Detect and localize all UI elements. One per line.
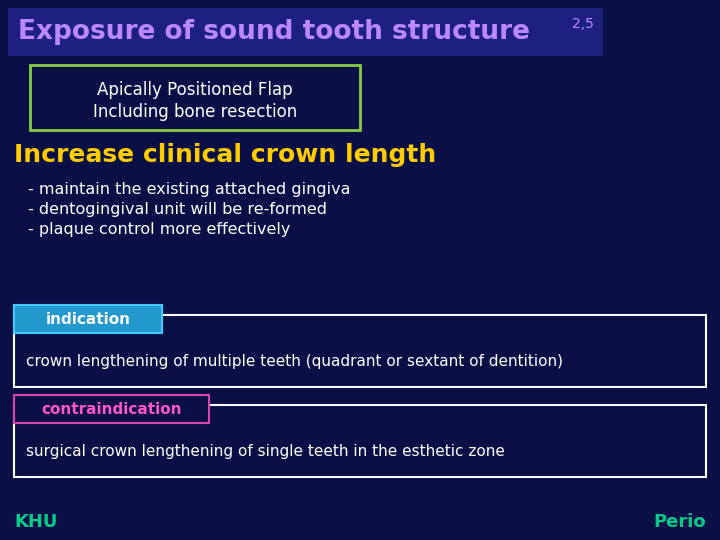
Text: Including bone resection: Including bone resection <box>93 103 297 121</box>
Text: - dentogingival unit will be re-formed: - dentogingival unit will be re-formed <box>28 202 327 217</box>
Text: crown lengthening of multiple teeth (quadrant or sextant of dentition): crown lengthening of multiple teeth (qua… <box>26 354 563 369</box>
Text: indication: indication <box>45 312 130 327</box>
Text: surgical crown lengthening of single teeth in the esthetic zone: surgical crown lengthening of single tee… <box>26 444 505 460</box>
Text: Exposure of sound tooth structure: Exposure of sound tooth structure <box>18 19 539 45</box>
FancyBboxPatch shape <box>14 305 162 333</box>
FancyBboxPatch shape <box>8 8 603 56</box>
Text: contraindication: contraindication <box>41 402 181 416</box>
FancyBboxPatch shape <box>14 315 706 387</box>
Text: - maintain the existing attached gingiva: - maintain the existing attached gingiva <box>28 182 351 197</box>
FancyBboxPatch shape <box>30 65 360 130</box>
Text: Perio: Perio <box>653 513 706 531</box>
Text: KHU: KHU <box>14 513 58 531</box>
Text: Apically Positioned Flap: Apically Positioned Flap <box>97 80 293 99</box>
FancyBboxPatch shape <box>14 405 706 477</box>
Text: 2,5: 2,5 <box>572 17 594 31</box>
Text: Increase clinical crown length: Increase clinical crown length <box>14 143 436 167</box>
Text: - plaque control more effectively: - plaque control more effectively <box>28 222 290 237</box>
FancyBboxPatch shape <box>14 395 209 423</box>
